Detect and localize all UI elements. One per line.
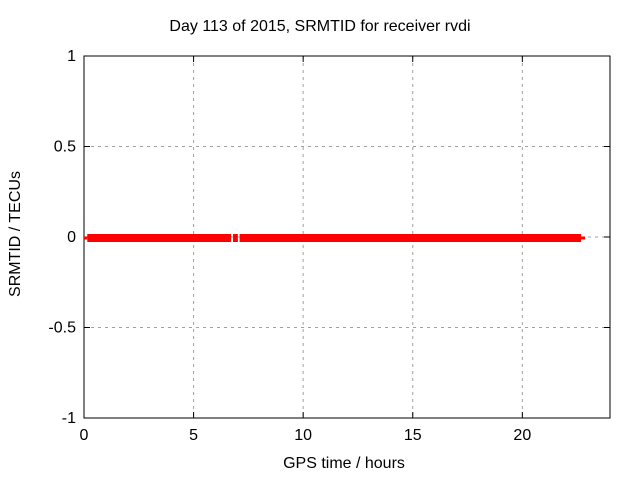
x-tick-label: 0 [80, 427, 89, 444]
x-axis-label: GPS time / hours [283, 455, 405, 472]
y-tick-label: 0 [67, 229, 76, 246]
grid-layer [84, 56, 610, 418]
x-tick-label: 10 [294, 427, 312, 444]
series-layer [83, 234, 586, 242]
y-tick-label: 0.5 [54, 139, 76, 156]
data-band-segment [233, 234, 238, 242]
data-band-segment [239, 234, 582, 242]
data-band-segment [87, 234, 232, 242]
label-layer: 0 5 10 15 20 -1 -0.5 0 0.5 1 [48, 48, 531, 444]
y-tick-label: -0.5 [48, 320, 76, 337]
x-tick-label: 15 [404, 427, 422, 444]
y-tick-label: 1 [67, 48, 76, 65]
x-tick-label: 20 [513, 427, 531, 444]
y-tick-label: -1 [62, 410, 76, 427]
marker-arm-right [581, 236, 586, 240]
x-tick-label: 5 [189, 427, 198, 444]
y-axis-label: SRMTID / TECUs [7, 171, 24, 297]
marker-arm-left [83, 236, 88, 240]
chart-title: Day 113 of 2015, SRMTID for receiver rvd… [169, 18, 470, 35]
